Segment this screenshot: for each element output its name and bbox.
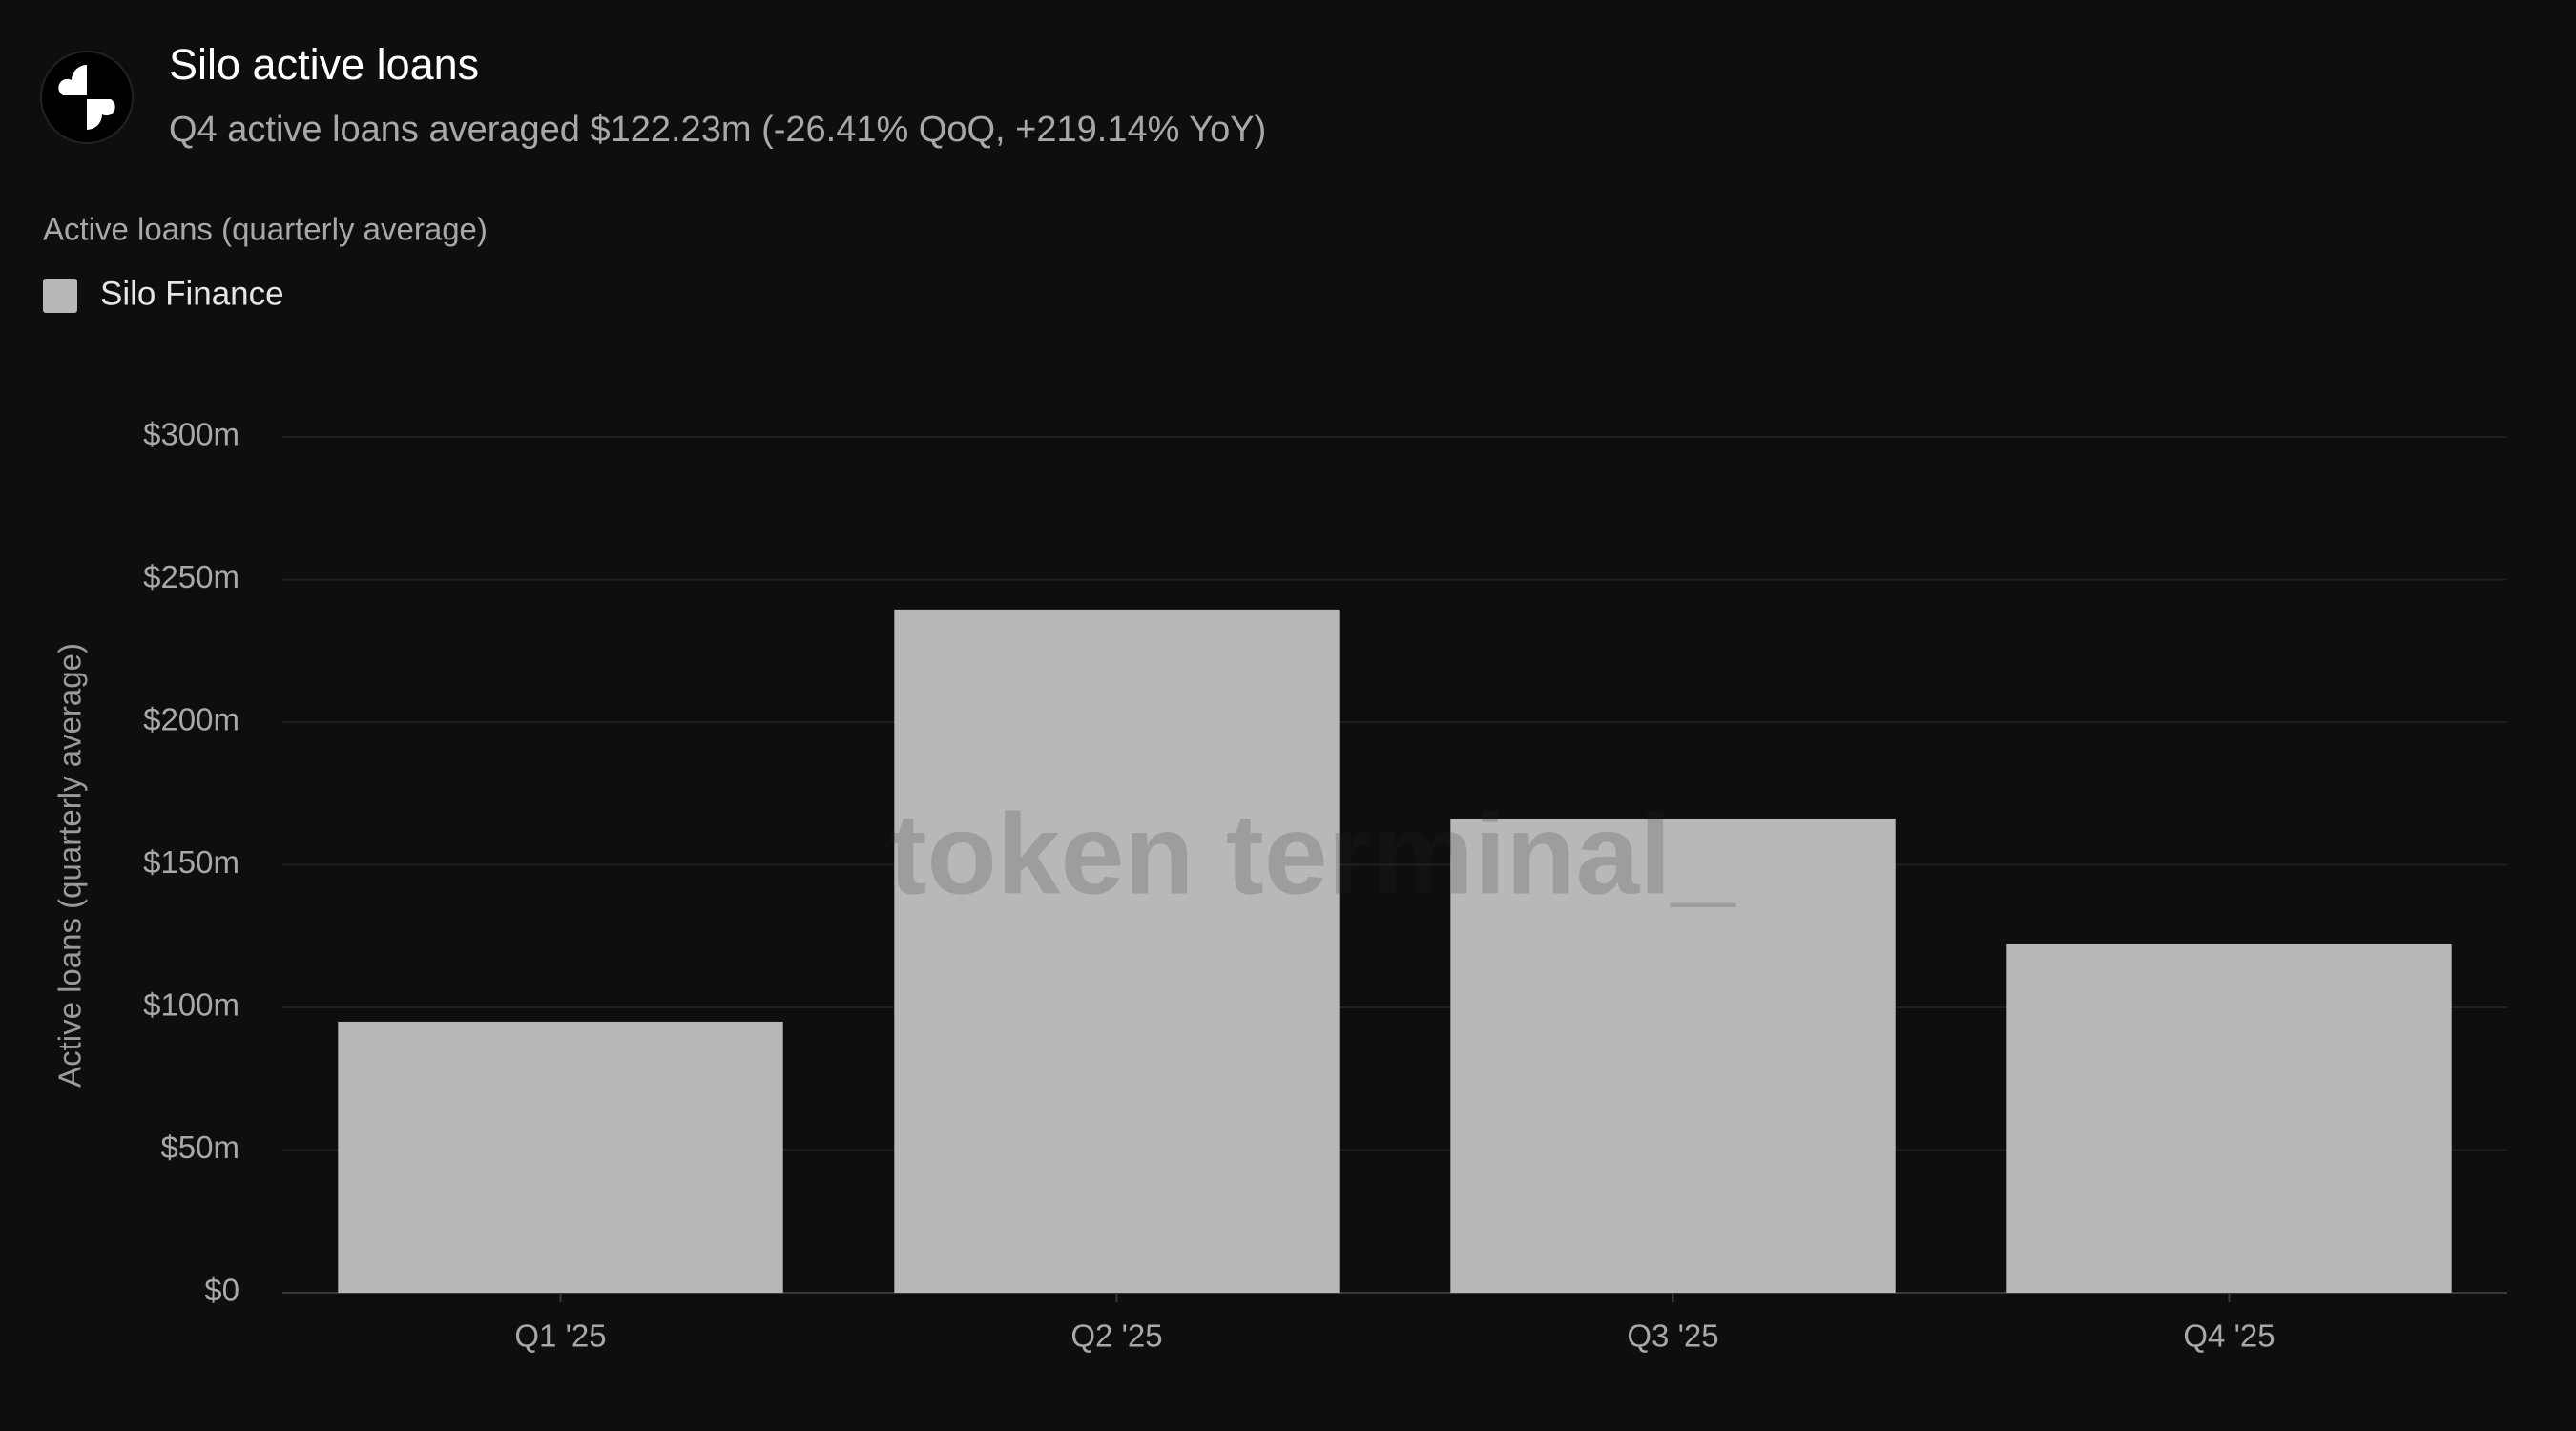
y-tick-label: $150m: [143, 844, 239, 880]
legend-label: Silo Finance: [100, 275, 284, 312]
bar: [894, 609, 1340, 1293]
chart-title: Silo active loans: [169, 40, 479, 89]
y-tick-label: $100m: [143, 987, 239, 1023]
bar: [1450, 819, 1896, 1293]
y-tick-label: $250m: [143, 559, 239, 594]
y-tick-label: $200m: [143, 702, 239, 737]
legend-swatch: [43, 279, 77, 313]
x-tick-label: Q1 '25: [514, 1318, 606, 1354]
x-tick-label: Q2 '25: [1070, 1318, 1162, 1354]
y-tick-label: $50m: [160, 1130, 239, 1165]
chart-subtitle: Q4 active loans averaged $122.23m (-26.4…: [169, 110, 1266, 150]
y-tick-label: $0: [204, 1273, 239, 1308]
y-axis-title: Active loans (quarterly average): [52, 643, 88, 1088]
bar: [2006, 944, 2452, 1293]
watermark: token terminal_: [889, 791, 1736, 919]
bar: [338, 1021, 783, 1293]
x-tick-label: Q4 '25: [2183, 1318, 2275, 1354]
y-tick-label: $300m: [143, 417, 239, 452]
section-label: Active loans (quarterly average): [43, 212, 488, 247]
logo: [40, 51, 134, 144]
x-tick-label: Q3 '25: [1627, 1318, 1718, 1354]
